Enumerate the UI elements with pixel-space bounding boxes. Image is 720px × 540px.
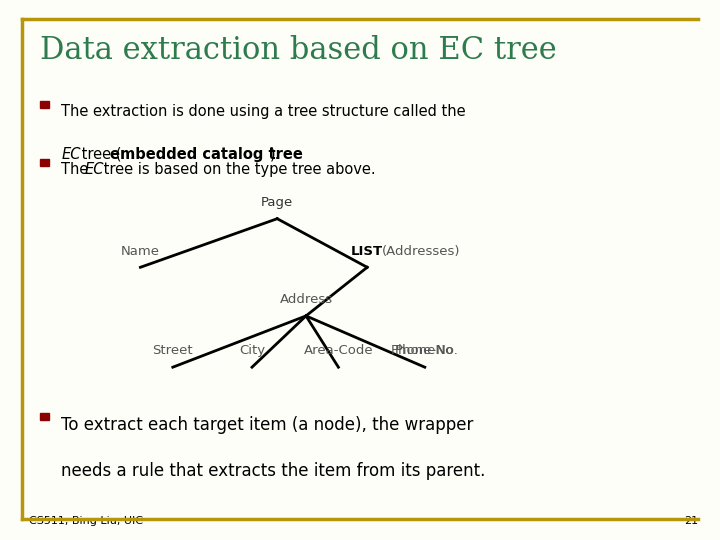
Text: tree (: tree ( xyxy=(77,147,122,162)
Text: Street: Street xyxy=(153,345,193,357)
Text: Data extraction based on EC tree: Data extraction based on EC tree xyxy=(40,35,557,66)
Text: The: The xyxy=(61,162,93,177)
Bar xyxy=(40,159,49,166)
Text: Page: Page xyxy=(261,196,293,209)
Text: ).: ). xyxy=(270,147,280,162)
Text: Phone-No.: Phone-No. xyxy=(391,345,459,357)
Text: EC: EC xyxy=(84,162,104,177)
Text: 21: 21 xyxy=(684,516,698,526)
Text: needs a rule that extracts the item from its parent.: needs a rule that extracts the item from… xyxy=(61,462,485,480)
Text: Address: Address xyxy=(279,293,333,306)
Bar xyxy=(40,413,49,420)
Text: (Addresses): (Addresses) xyxy=(382,245,461,258)
Text: City: City xyxy=(239,345,265,357)
Text: PhoneNo: PhoneNo xyxy=(395,345,454,357)
Text: Area-Code: Area-Code xyxy=(304,345,373,357)
Text: Name: Name xyxy=(121,245,160,258)
Text: To extract each target item (a node), the wrapper: To extract each target item (a node), th… xyxy=(61,416,474,434)
Text: embedded catalog tree: embedded catalog tree xyxy=(110,147,303,162)
Text: tree is based on the type tree above.: tree is based on the type tree above. xyxy=(99,162,375,177)
Bar xyxy=(40,101,49,108)
Text: CS511, Bing Liu, UIC: CS511, Bing Liu, UIC xyxy=(29,516,143,526)
Text: LIST: LIST xyxy=(351,245,383,258)
Text: The extraction is done using a tree structure called the: The extraction is done using a tree stru… xyxy=(61,104,466,119)
Text: EC: EC xyxy=(61,147,81,162)
